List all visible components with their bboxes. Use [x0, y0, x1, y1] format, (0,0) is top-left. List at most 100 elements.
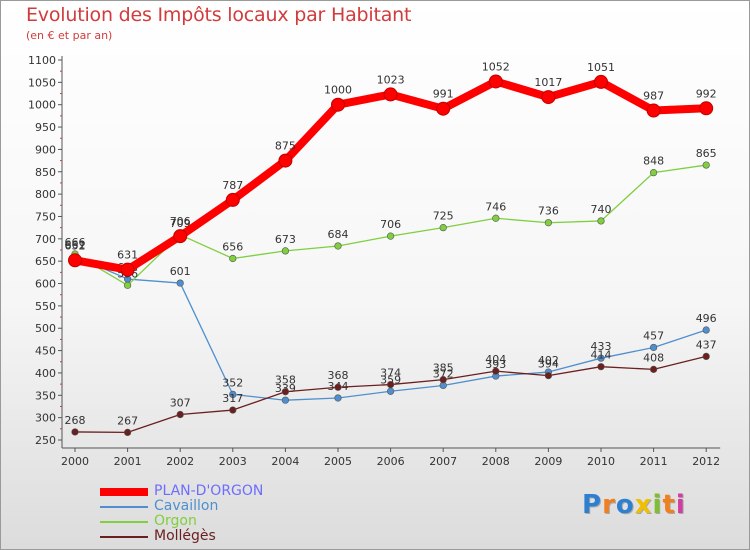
y-tick-label: 550	[35, 300, 56, 313]
data-point	[176, 410, 184, 419]
legend-item: Mollégès	[100, 529, 263, 544]
data-label: 368	[328, 369, 349, 382]
data-label: 875	[275, 140, 296, 153]
y-tick-label: 750	[35, 210, 56, 223]
data-point	[229, 406, 237, 414]
data-label: 393	[485, 358, 506, 371]
data-point	[387, 387, 395, 395]
legend-label: Cavaillon	[154, 498, 219, 514]
data-label: 307	[170, 397, 191, 410]
data-point	[541, 90, 556, 105]
data-point	[281, 396, 290, 404]
data-label: 372	[433, 367, 454, 380]
series-line-plan-d-orgon	[71, 77, 711, 274]
data-label: 684	[328, 228, 349, 241]
data-label: 987	[643, 90, 664, 103]
data-label: 736	[538, 205, 559, 218]
data-label: 992	[696, 87, 717, 100]
data-label: 385	[433, 362, 454, 375]
data-label: 666	[65, 236, 86, 249]
data-point	[597, 217, 605, 225]
y-tick-label: 900	[35, 143, 56, 156]
data-label: 1052	[482, 60, 510, 73]
data-point	[68, 253, 82, 268]
y-tick-label: 250	[35, 434, 56, 447]
x-tick-label: 2005	[324, 455, 352, 468]
y-tick-label: 700	[35, 233, 56, 246]
y-tick-label: 850	[35, 166, 56, 179]
data-label: 437	[696, 338, 717, 351]
data-label: 496	[696, 312, 717, 325]
data-point	[229, 390, 237, 399]
y-tick-label: 1050	[28, 76, 56, 89]
x-tick-label: 2010	[587, 455, 615, 468]
data-point	[488, 74, 503, 89]
legend-label: Orgon	[154, 513, 197, 529]
x-tick-label: 2012	[692, 455, 720, 468]
legend-item: Orgon	[100, 514, 263, 529]
y-tick-label: 950	[35, 121, 56, 134]
data-label: 358	[275, 374, 296, 387]
data-label: 706	[380, 218, 401, 231]
data-point	[71, 428, 79, 436]
data-label: 865	[696, 147, 717, 160]
data-point	[597, 363, 605, 371]
x-tick-label: 2008	[482, 455, 510, 468]
data-point	[439, 376, 447, 384]
proxiti-logo: Proxiti	[582, 490, 686, 520]
data-label: 746	[485, 200, 506, 213]
data-label: 656	[222, 240, 243, 253]
data-point	[120, 262, 135, 277]
data-point	[702, 352, 710, 361]
logo-letter: x	[634, 490, 653, 520]
data-point	[281, 388, 290, 396]
data-label: 408	[643, 351, 664, 364]
data-label: 1051	[587, 61, 615, 74]
x-tick-label: 2007	[429, 455, 457, 468]
data-point	[699, 101, 714, 116]
data-point	[331, 97, 345, 112]
data-point	[281, 247, 290, 255]
data-label: 268	[65, 414, 86, 427]
x-tick-label: 2011	[640, 455, 668, 468]
legend-swatch	[100, 505, 148, 508]
data-label: 394	[538, 358, 559, 371]
data-label: 1000	[324, 84, 352, 97]
data-label: 740	[591, 203, 612, 216]
data-label: 457	[643, 329, 664, 342]
data-point	[334, 242, 342, 250]
data-point	[436, 101, 451, 116]
data-point	[229, 254, 237, 263]
data-point	[225, 192, 240, 207]
y-tick-label: 1000	[28, 99, 56, 112]
logo-letter: r	[602, 490, 616, 520]
data-point	[278, 153, 293, 168]
data-point	[646, 103, 661, 118]
x-tick-label: 2001	[114, 455, 142, 468]
data-point	[702, 326, 710, 334]
x-tick-label: 2006	[377, 455, 405, 468]
data-label: 352	[222, 376, 243, 389]
data-point	[649, 365, 658, 373]
logo-letter: i	[675, 490, 686, 520]
x-tick-label: 2004	[271, 455, 299, 468]
chart-legend: PLAN-D'ORGON Cavaillon Orgon Mollégès	[100, 484, 263, 544]
data-point	[387, 232, 395, 240]
data-label: 433	[591, 340, 612, 353]
data-point	[176, 279, 184, 287]
data-point	[702, 161, 710, 169]
y-tick-label: 500	[35, 322, 56, 335]
data-point	[649, 169, 658, 177]
legend-label: PLAN-D'ORGON	[154, 483, 264, 499]
data-point	[492, 214, 500, 222]
data-point	[544, 219, 553, 227]
data-label: 1017	[534, 76, 562, 89]
data-point	[492, 367, 500, 375]
data-label: 317	[222, 392, 243, 405]
data-label: 848	[643, 155, 664, 168]
chart-subtitle: (en € et par an)	[26, 29, 113, 42]
data-label: 652	[65, 239, 86, 252]
data-label: 725	[433, 210, 454, 223]
y-tick-label: 800	[35, 188, 56, 201]
